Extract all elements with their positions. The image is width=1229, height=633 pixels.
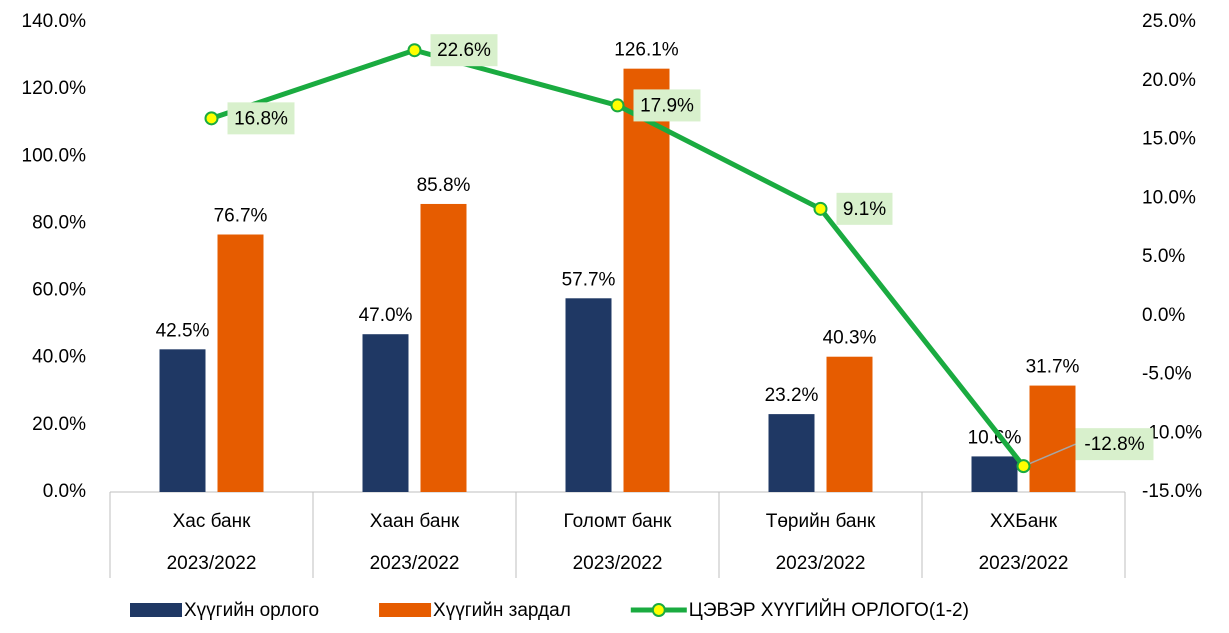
- x-tick-label: Төрийн банк: [766, 511, 876, 532]
- bar-value-label: 85.8%: [417, 175, 471, 196]
- bar-value-label: 76.7%: [214, 206, 268, 227]
- bar-value-label: 42.5%: [156, 320, 210, 341]
- line-value-label: 16.8%: [234, 108, 288, 129]
- bar: [826, 356, 873, 492]
- line-marker: [204, 111, 219, 126]
- line-label-box: [227, 102, 295, 135]
- y-tick-label: 20.0%: [32, 414, 86, 435]
- bar-value-label: 57.7%: [562, 269, 616, 290]
- y-tick-label: 40.0%: [32, 347, 86, 368]
- bar: [1029, 385, 1076, 492]
- y2-tick-label: 25.0%: [1142, 11, 1196, 32]
- bar: [159, 349, 206, 492]
- line-marker: [1016, 459, 1031, 474]
- y2-tick-label: 20.0%: [1142, 70, 1196, 91]
- legend-label: Хүүгийн орлого: [184, 600, 319, 621]
- line-marker: [610, 98, 625, 113]
- x-tick-label: Хас банк: [173, 511, 252, 532]
- bar: [362, 334, 409, 492]
- legend-swatch: [379, 603, 432, 617]
- line-value-label: -12.8%: [1084, 434, 1144, 455]
- line-label-box: [1075, 428, 1154, 461]
- legend-label: ЦЭВЭР ХҮҮГИЙН ОРЛОГО(1-2): [689, 599, 969, 621]
- line-label-box: [836, 192, 893, 225]
- y2-tick-label: -15.0%: [1142, 481, 1202, 502]
- bar-value-label: 47.0%: [359, 305, 413, 326]
- leader-line: [1023, 443, 1076, 467]
- y2-tick-label: -10.0%: [1142, 422, 1202, 443]
- bar-value-label: 23.2%: [765, 385, 819, 406]
- y-tick-label: 80.0%: [32, 212, 86, 233]
- line-value-label: 9.1%: [843, 199, 886, 220]
- y-tick-label: 60.0%: [32, 280, 86, 301]
- y2-tick-label: 5.0%: [1142, 246, 1185, 267]
- bar: [565, 298, 612, 492]
- legend-label: Хүүгийн зардал: [433, 600, 571, 621]
- line-label-box: [633, 89, 701, 122]
- line-marker: [407, 43, 422, 58]
- y2-tick-label: 10.0%: [1142, 187, 1196, 208]
- line-value-label: 17.9%: [640, 95, 694, 116]
- y2-tick-label: 15.0%: [1142, 129, 1196, 150]
- x-tick-label: ХХБанк: [990, 511, 1058, 532]
- bar-value-label: 40.3%: [823, 328, 877, 349]
- y-tick-label: 0.0%: [43, 481, 86, 502]
- x-tick-label: Хаан банк: [370, 511, 460, 532]
- line-label-box: [430, 34, 498, 67]
- bar: [971, 456, 1018, 492]
- period-label: 2023/2022: [573, 553, 663, 574]
- period-label: 2023/2022: [167, 553, 257, 574]
- line: [210, 47, 1026, 468]
- period-label: 2023/2022: [370, 553, 460, 574]
- legend-swatch: [130, 603, 182, 617]
- line-value-label: 22.6%: [437, 40, 491, 61]
- line-marker: [813, 201, 828, 216]
- x-tick-label: Голомт банк: [564, 511, 673, 532]
- y-tick-label: 120.0%: [22, 78, 87, 99]
- legend-marker: [651, 603, 666, 617]
- period-label: 2023/2022: [776, 553, 866, 574]
- bar: [420, 203, 467, 492]
- bar: [623, 68, 670, 493]
- y-tick-label: 140.0%: [22, 11, 87, 32]
- y-tick-label: 100.0%: [22, 145, 87, 166]
- y2-tick-label: 0.0%: [1142, 305, 1185, 326]
- bar: [217, 234, 264, 492]
- bar-value-label: 31.7%: [1026, 357, 1080, 378]
- bar-value-label: 126.1%: [614, 40, 679, 61]
- bar: [768, 414, 815, 492]
- y2-tick-label: -5.0%: [1142, 364, 1192, 385]
- period-label: 2023/2022: [979, 553, 1069, 574]
